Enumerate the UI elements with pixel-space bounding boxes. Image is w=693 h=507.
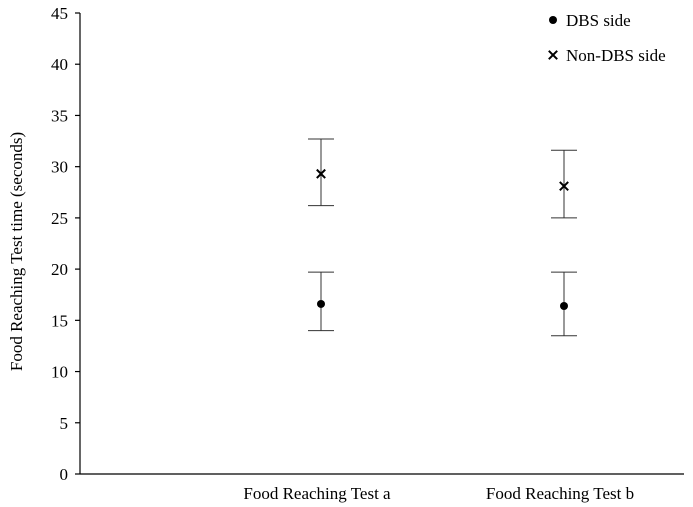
x-category-label: Food Reaching Test a — [243, 484, 391, 503]
data-point-non-dbs — [559, 181, 569, 192]
data-point-dbs — [317, 299, 325, 308]
y-tick-label: 5 — [60, 414, 69, 433]
y-axis-title: Food Reaching Test time (seconds) — [7, 132, 26, 371]
legend-marker-non-dbs — [548, 50, 558, 60]
y-tick-label: 15 — [51, 311, 68, 330]
legend-label: DBS side — [566, 11, 631, 30]
y-tick-label: 0 — [60, 465, 69, 484]
data-point-non-dbs — [316, 168, 326, 179]
x-marker-stroke — [559, 181, 569, 192]
y-tick-label: 45 — [51, 4, 68, 23]
data-point-dbs — [560, 301, 568, 310]
y-tick-label: 40 — [51, 55, 68, 74]
legend-label: Non-DBS side — [566, 46, 666, 65]
x-category-label: Food Reaching Test b — [486, 484, 634, 503]
y-tick-label: 25 — [51, 209, 68, 228]
x-marker-stroke — [316, 168, 326, 179]
y-tick-label: 35 — [51, 106, 68, 125]
y-tick-label: 10 — [51, 363, 68, 382]
y-tick-label: 30 — [51, 158, 68, 177]
legend-marker-dbs — [549, 16, 557, 24]
y-tick-label: 20 — [51, 260, 68, 279]
